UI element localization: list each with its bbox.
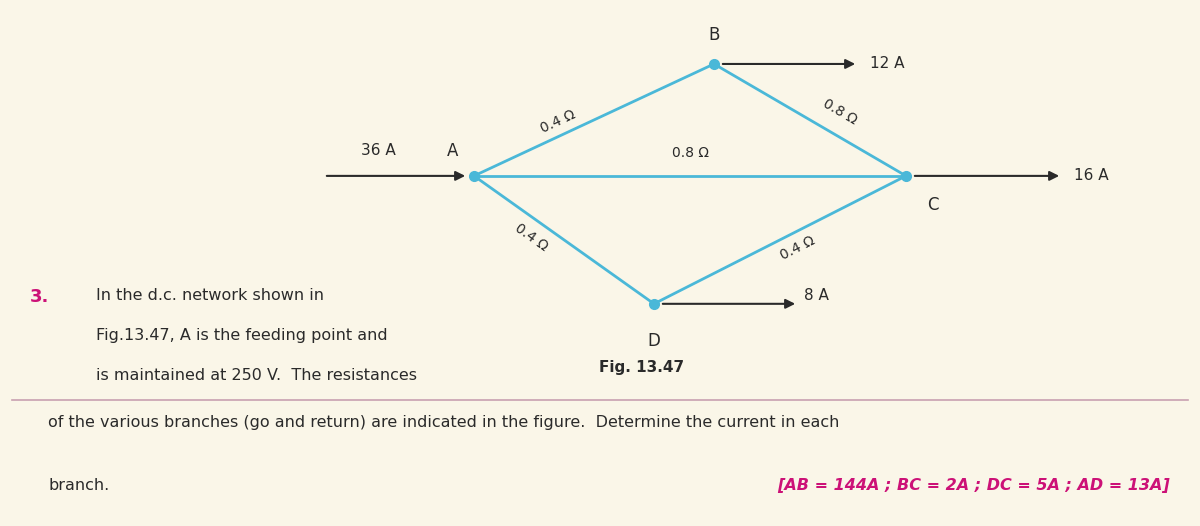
- Text: Fig.13.47, A is the feeding point and: Fig.13.47, A is the feeding point and: [96, 328, 388, 343]
- Text: B: B: [708, 26, 720, 44]
- Text: 3.: 3.: [30, 288, 49, 306]
- Text: Fig. 13.47: Fig. 13.47: [600, 360, 684, 375]
- Text: 0.8 Ω: 0.8 Ω: [672, 146, 708, 160]
- Text: [AB = 144A ; BC = 2A ; DC = 5A ; AD = 13A]: [AB = 144A ; BC = 2A ; DC = 5A ; AD = 13…: [778, 478, 1170, 493]
- Text: A: A: [446, 142, 458, 160]
- Text: branch.: branch.: [48, 478, 109, 493]
- Text: In the d.c. network shown in: In the d.c. network shown in: [96, 288, 324, 303]
- Text: 0.4 Ω: 0.4 Ω: [539, 107, 577, 136]
- Text: 36 A: 36 A: [361, 143, 395, 158]
- Text: 8 A: 8 A: [804, 288, 829, 304]
- Text: is maintained at 250 V.  The resistances: is maintained at 250 V. The resistances: [96, 368, 418, 383]
- Text: 0.4 Ω: 0.4 Ω: [512, 221, 550, 254]
- Text: of the various branches (go and return) are indicated in the figure.  Determine : of the various branches (go and return) …: [48, 415, 839, 430]
- Text: 16 A: 16 A: [1074, 168, 1109, 184]
- Text: 12 A: 12 A: [870, 56, 905, 72]
- Text: C: C: [928, 196, 940, 214]
- Text: 0.4 Ω: 0.4 Ω: [779, 233, 817, 262]
- Text: 0.8 Ω: 0.8 Ω: [821, 97, 859, 127]
- Text: D: D: [648, 332, 660, 350]
